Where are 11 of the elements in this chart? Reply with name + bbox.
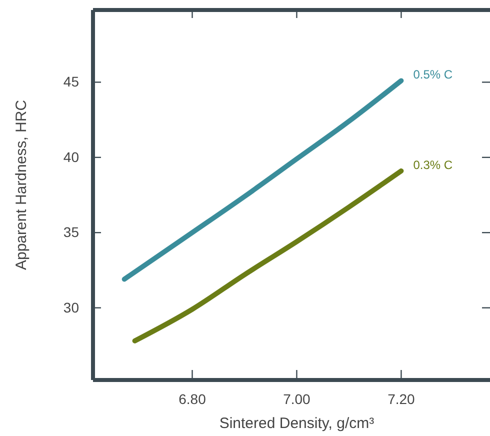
y-tick-label: 40	[63, 148, 80, 165]
x-tick-label: 7.00	[283, 390, 311, 407]
x-tick-label: 6.80	[178, 390, 206, 407]
y-tick-label: 35	[63, 224, 80, 240]
x-axis-title: Sintered Density, g/cm³	[219, 415, 374, 432]
y-tick-label: 45	[63, 74, 80, 90]
x-tick-label: 7.20	[388, 390, 416, 407]
series-label: 0.3% C	[413, 158, 453, 172]
series-label: 0.5% C	[413, 68, 453, 82]
y-tick-label: 30	[63, 299, 80, 316]
y-axis-title: Apparent Hardness, HRC	[13, 100, 30, 270]
